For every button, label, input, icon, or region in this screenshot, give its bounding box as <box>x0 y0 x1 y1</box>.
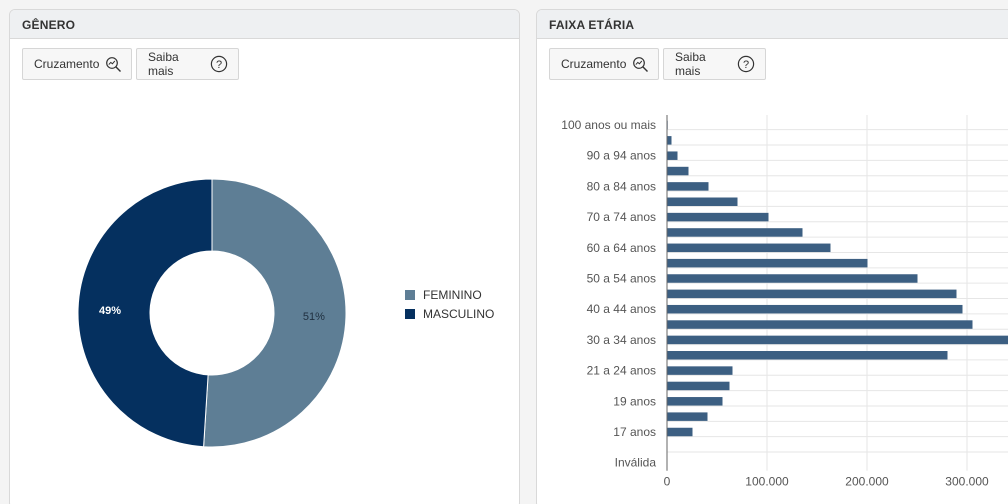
x-tick-label: 0 <box>664 475 671 489</box>
question-circle-icon: ? <box>737 55 755 73</box>
y-tick-label: 21 a 24 anos <box>587 364 656 378</box>
y-tick-label: 17 anos <box>613 425 656 439</box>
legend-label-masculino: MASCULINO <box>423 307 494 321</box>
svg-text:?: ? <box>743 59 749 71</box>
y-tick-label: 40 a 44 anos <box>587 302 656 316</box>
magnifier-chart-icon <box>105 56 122 73</box>
bar-40-a-44-anos <box>667 304 963 314</box>
bar-25-a-29-anos <box>667 351 948 360</box>
genero-panel: GÊNERO Cruzamento Saiba mais ? 51% 49% FEM… <box>9 9 520 504</box>
bar-17-anos <box>667 427 693 437</box>
y-tick-label: 50 a 54 anos <box>587 272 656 286</box>
y-tick-label: 19 anos <box>613 394 656 408</box>
bar-90-a-94-anos <box>667 151 678 160</box>
y-tick-label: Inválida <box>615 456 657 470</box>
y-tick-label: 70 a 74 anos <box>587 210 656 224</box>
faixa-etaria-panel-title: FAIXA ETÁRIA <box>537 10 1008 39</box>
bar-60-a-64-anos <box>667 243 831 253</box>
faixa-etaria-panel: FAIXA ETÁRIA Cruzamento Saiba mais ? 100… <box>536 9 1008 504</box>
donut-slice-feminino <box>203 178 347 448</box>
x-tick-label: 200.000 <box>845 475 889 489</box>
bar-20-anos <box>667 381 730 391</box>
y-tick-label: 80 a 84 anos <box>587 179 656 193</box>
faixa-cruzamento-button[interactable]: Cruzamento <box>549 48 659 80</box>
donut-slice-label: 49% <box>99 305 121 317</box>
genero-donut-chart: 51% 49% FEMININO MASCULINO <box>77 178 494 448</box>
genero-toolbar: Cruzamento Saiba mais ? <box>22 48 239 80</box>
genero-cruzamento-button[interactable]: Cruzamento <box>22 48 132 80</box>
bar-18-anos <box>667 412 708 421</box>
y-tick-label: 100 anos ou mais <box>561 118 656 132</box>
bar-70-a-74-anos <box>667 212 769 222</box>
bar-65-a-69-anos <box>667 228 803 237</box>
faixa-saiba-mais-label: Saiba mais <box>675 50 706 78</box>
magnifier-chart-icon <box>632 56 649 73</box>
bar-21-a-24-anos <box>667 366 733 375</box>
bar-50-a-54-anos <box>667 274 918 283</box>
genero-saiba-mais-button[interactable]: Saiba mais ? <box>136 48 239 80</box>
legend-swatch-feminino <box>405 290 415 300</box>
question-circle-icon: ? <box>210 55 228 73</box>
bar-95-a-99-anos <box>667 136 672 145</box>
genero-cruzamento-label: Cruzamento <box>34 57 100 71</box>
genero-panel-title: GÊNERO <box>10 10 519 39</box>
bar-75-a-79-anos <box>667 197 738 206</box>
faixa-etaria-toolbar: Cruzamento Saiba mais ? <box>549 48 766 80</box>
legend-swatch-masculino <box>405 309 415 319</box>
faixa-cruzamento-label: Cruzamento <box>561 57 627 71</box>
genero-saiba-mais-label: Saiba mais <box>148 50 179 78</box>
bar-19-anos <box>667 397 723 406</box>
y-tick-label: 90 a 94 anos <box>587 149 656 163</box>
bar-85-a-89-anos <box>667 166 689 176</box>
bar-80-a-84-anos <box>667 182 709 191</box>
faixa-saiba-mais-button[interactable]: Saiba mais ? <box>663 48 766 80</box>
bar-35-a-39-anos <box>667 320 973 329</box>
svg-text:?: ? <box>216 59 222 71</box>
x-tick-label: 100.000 <box>745 475 789 489</box>
bar-30-a-34-anos <box>667 335 1008 345</box>
bar-55-a-59-anos <box>667 258 868 268</box>
donut-slice-masculino <box>77 178 213 448</box>
x-tick-label: 300.000 <box>945 475 989 489</box>
donut-slice-label: 51% <box>303 311 325 323</box>
bar-45-a-49-anos <box>667 289 957 299</box>
faixa-etaria-bar-chart: 100 anos ou mais 90 a 94 anos 80 a 84 anos… <box>561 115 1008 489</box>
y-tick-label: 60 a 64 anos <box>587 241 656 255</box>
legend-label-feminino: FEMININO <box>423 288 482 302</box>
y-tick-label: 30 a 34 anos <box>587 333 656 347</box>
